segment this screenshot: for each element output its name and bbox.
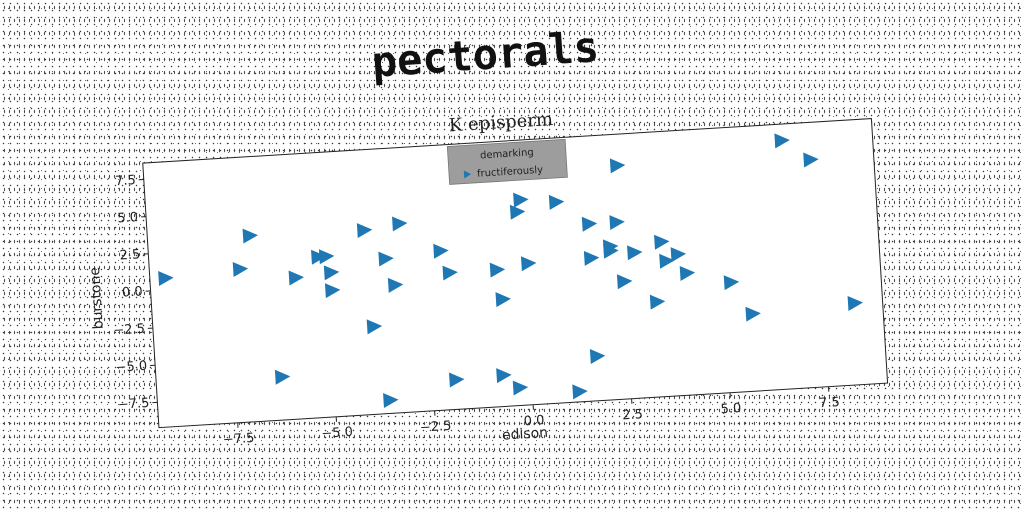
data-point [489, 262, 506, 278]
y-tick-label: 0.0 [122, 284, 144, 300]
x-tick-label: −5.0 [321, 425, 353, 442]
x-tick-label: −2.5 [419, 419, 451, 436]
y-tick-label: −7.5 [117, 396, 149, 413]
data-point [589, 349, 606, 364]
plot-area [142, 118, 889, 429]
data-point [745, 306, 761, 322]
x-tick-label: 5.0 [720, 401, 742, 417]
data-point [654, 234, 670, 250]
data-point [392, 216, 408, 232]
data-point [356, 223, 373, 239]
data-point [609, 158, 626, 174]
data-point [616, 274, 633, 290]
data-point [670, 247, 687, 263]
data-point [366, 319, 383, 335]
legend-marker-icon [463, 170, 472, 179]
data-point [442, 265, 458, 281]
data-point [520, 256, 537, 272]
data-point [548, 194, 565, 210]
data-point [723, 275, 740, 291]
x-tick-label: 0.0 [523, 413, 545, 429]
legend-entry-label: fructiferously [477, 165, 544, 180]
data-point [324, 283, 341, 299]
legend-box [446, 138, 568, 185]
data-point [318, 249, 335, 265]
data-point [232, 261, 249, 277]
data-point [311, 249, 327, 265]
data-point [158, 271, 174, 286]
x-tick-label: 7.5 [819, 395, 841, 411]
data-point [495, 292, 511, 308]
data-point [323, 265, 340, 281]
data-point [679, 265, 696, 281]
y-tick-label: −2.5 [113, 322, 145, 339]
data-point [847, 295, 863, 311]
data-point [383, 392, 399, 408]
data-point [242, 228, 258, 244]
data-point [387, 277, 404, 293]
data-point [803, 152, 819, 168]
data-point [659, 253, 675, 269]
data-point [274, 369, 291, 385]
chart-title: K episperm [448, 109, 553, 136]
data-point [572, 384, 588, 400]
data-point [288, 270, 305, 286]
y-tick-label: 7.5 [115, 173, 137, 189]
x-tick-label: 2.5 [622, 407, 644, 423]
data-point [649, 294, 666, 310]
data-point [581, 216, 598, 232]
data-point [433, 243, 449, 259]
data-point [774, 133, 790, 149]
data-point [609, 215, 625, 231]
axis-ticks: −7.5 −5.0 −2.5 0.0 2.5 5.0 7.5 7.5 5.0 2.5 0.0 −2.5… [113, 173, 841, 448]
data-point [513, 192, 529, 208]
chart-figure: K episperm −7.5 −5.0 −2.5 0.0 2.5 5.0 7.5 7.5 5.… [87, 109, 889, 448]
y-tick-label: −5.0 [115, 359, 147, 376]
legend-title: demarking [480, 147, 534, 161]
data-point [378, 251, 394, 267]
y-tick-label: 2.5 [119, 247, 141, 263]
y-axis-title: burstone [87, 267, 107, 330]
data-point [603, 243, 619, 259]
data-point [449, 372, 465, 388]
legend: demarking fructiferously [446, 138, 568, 185]
data-point [583, 250, 600, 266]
data-point [512, 380, 529, 396]
data-points [158, 133, 863, 408]
data-point [627, 245, 643, 261]
x-axis-title: edison [502, 425, 549, 444]
data-point [496, 368, 512, 384]
x-tick-label: −7.5 [223, 431, 255, 448]
y-tick-label: 5.0 [117, 210, 139, 226]
data-point [509, 204, 526, 220]
